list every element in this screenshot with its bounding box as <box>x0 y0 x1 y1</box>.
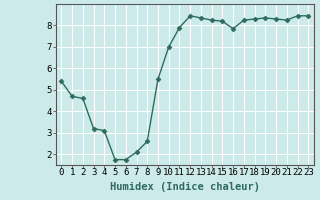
X-axis label: Humidex (Indice chaleur): Humidex (Indice chaleur) <box>110 182 260 192</box>
